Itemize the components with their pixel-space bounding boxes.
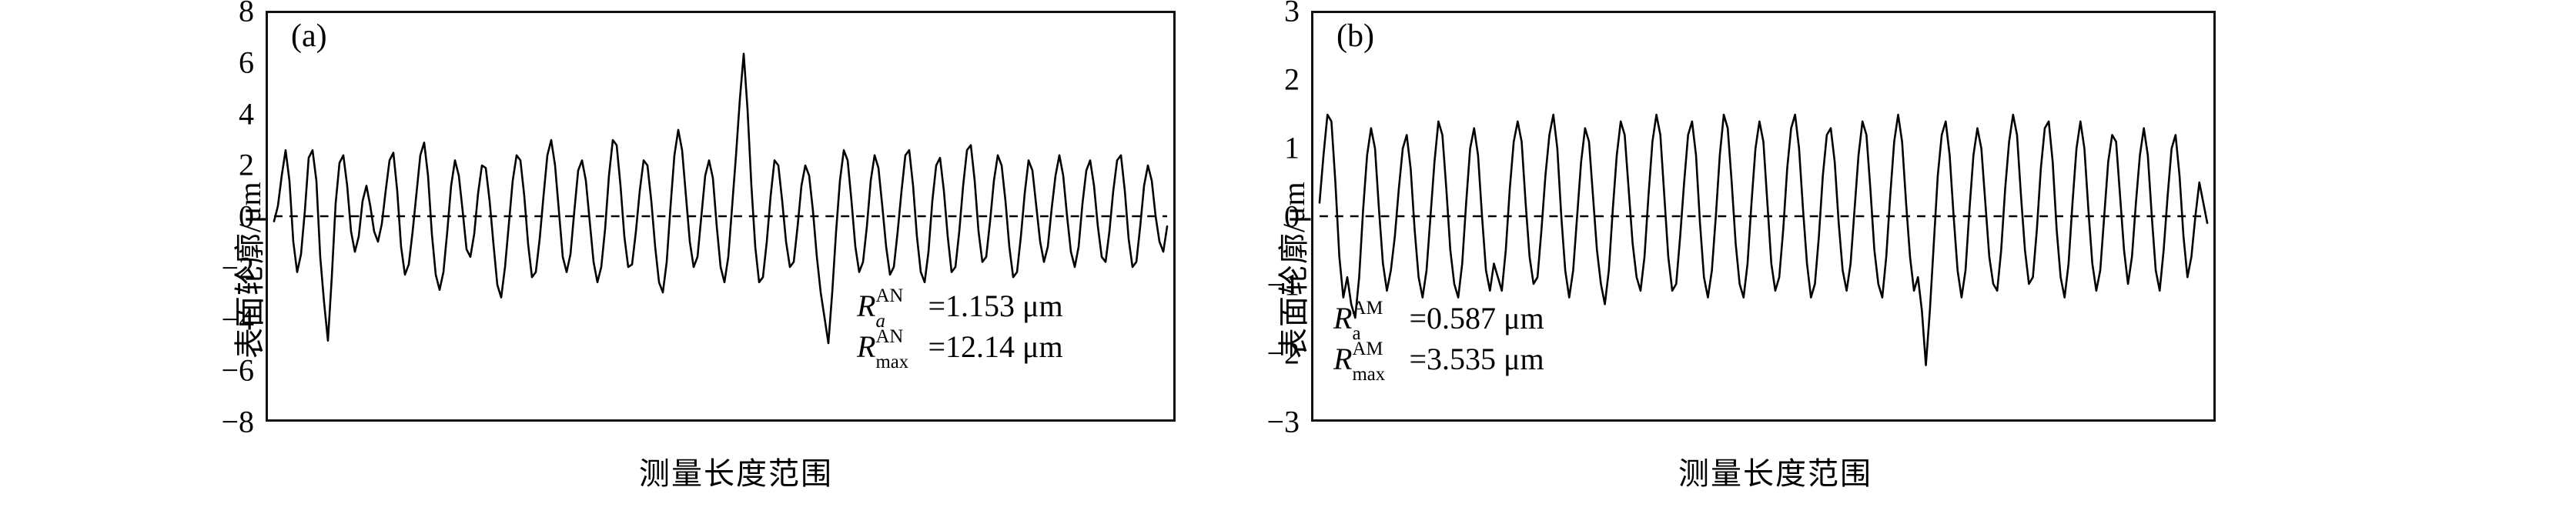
- panel-a-ra-unit: μm: [1022, 289, 1063, 323]
- panel-a-annotations: R AN a =1.153 μm R AN max =12.14 μm: [857, 285, 1063, 373]
- panel-a-rmax-symbol: R: [857, 329, 876, 364]
- y-tick-label: 4: [239, 96, 254, 131]
- y-tick-label: −2: [1266, 335, 1300, 371]
- panel-a: 表面轮廓/μm 8 6 4 2 0 −2 −4 −6 −8 (a) R AN a =1.153 μm …: [221, 0, 1176, 491]
- y-tick-label: 1: [1284, 130, 1300, 165]
- y-tick-label: −4: [221, 302, 254, 336]
- panel-b-rmax-value: 3.535: [1427, 341, 1496, 376]
- y-tick-label: 0: [239, 199, 254, 234]
- panel-b-rmax-unit: μm: [1504, 341, 1544, 376]
- panel-a-profile-line: [273, 52, 1169, 345]
- panel-a-annotation-rmax: R AN max =12.14 μm: [857, 325, 1063, 373]
- panel-a-rmax-unit: μm: [1022, 329, 1063, 364]
- panel-b-profile-line: [1318, 113, 2209, 366]
- panel-a-ra-value: 1.153: [945, 289, 1015, 323]
- y-tick-label: 2: [1284, 62, 1300, 97]
- panel-b-rmax-symbol: R: [1333, 341, 1353, 376]
- panel-a-tag: (a): [291, 18, 327, 54]
- panel-a-x-axis-title: 测量长度范围: [639, 456, 833, 491]
- panel-b-ra-symbol: R: [1333, 301, 1353, 335]
- panel-b-annotation-rmax: R AM max =3.535 μm: [1333, 338, 1544, 386]
- panel-a-rmax-value: 12.14: [945, 329, 1015, 364]
- panel-b-profile-svg: [1318, 113, 2209, 366]
- y-tick-label: −1: [1266, 267, 1300, 302]
- panel-b-ra-value: 0.587: [1427, 301, 1496, 335]
- panel-a-profile-svg: [273, 52, 1169, 345]
- y-tick-label: 8: [239, 0, 254, 28]
- y-tick-label: −6: [221, 352, 254, 388]
- panel-b: 表面轮廓/μm 3 2 1 0 −1 −2 −3 (b) R AM a =0.587 μm R AM…: [1266, 0, 2576, 514]
- y-tick-label: 2: [239, 147, 254, 182]
- panel-b-ra-unit: μm: [1504, 301, 1544, 335]
- panel-b-rmax-equals: =: [1409, 341, 1427, 376]
- panel-a-ra-symbol: R: [857, 289, 876, 323]
- panel-b-annotations: R AM a =0.587 μm R AM max =3.535 μm: [1333, 297, 1544, 386]
- panel-a-rmax-equals: =: [928, 329, 945, 364]
- y-tick-label: 0: [1284, 199, 1300, 234]
- panel-a-ra-equals: =: [928, 289, 945, 323]
- y-tick-label: −3: [1266, 404, 1300, 439]
- panel-b-ra-equals: =: [1409, 301, 1427, 335]
- y-tick-label: 3: [1284, 0, 1300, 28]
- panel-b-tag: (b): [1337, 18, 1374, 54]
- y-tick-label: 6: [239, 45, 254, 80]
- panel-a-plot-area: [266, 11, 1176, 422]
- y-tick-label: −2: [221, 250, 254, 285]
- panel-b-annotation-ra: R AM a =0.587 μm: [1333, 297, 1544, 345]
- panel-b-x-axis-title: 测量长度范围: [1678, 456, 1872, 491]
- y-tick-label: −8: [221, 404, 254, 439]
- panel-b-plot-area: [1311, 11, 2216, 422]
- panel-a-annotation-ra: R AN a =1.153 μm: [857, 285, 1063, 332]
